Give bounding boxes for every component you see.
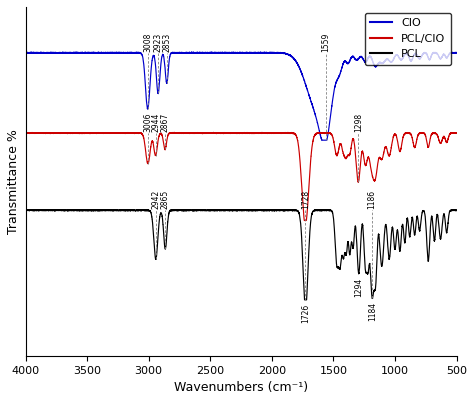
Y-axis label: Transmittance %: Transmittance %: [7, 129, 20, 234]
Text: 3006: 3006: [144, 113, 153, 132]
Text: 2923: 2923: [154, 32, 163, 52]
Text: 1298: 1298: [354, 113, 363, 132]
Text: 2865: 2865: [161, 190, 170, 209]
Legend: CIO, PCL/CIO, PCL: CIO, PCL/CIO, PCL: [365, 12, 451, 65]
Text: 2944: 2944: [151, 113, 160, 132]
Text: 1559: 1559: [322, 32, 331, 52]
Text: 1726: 1726: [301, 304, 310, 323]
Text: 2942: 2942: [151, 190, 160, 209]
Text: 2853: 2853: [162, 32, 171, 52]
Text: 1294: 1294: [354, 277, 363, 297]
Text: 1186: 1186: [367, 190, 376, 209]
Text: 3008: 3008: [143, 32, 152, 52]
X-axis label: Wavenumbers (cm⁻¹): Wavenumbers (cm⁻¹): [174, 381, 308, 394]
Text: 2867: 2867: [161, 113, 170, 132]
Text: 1728: 1728: [301, 190, 310, 209]
Text: 1184: 1184: [368, 302, 377, 321]
